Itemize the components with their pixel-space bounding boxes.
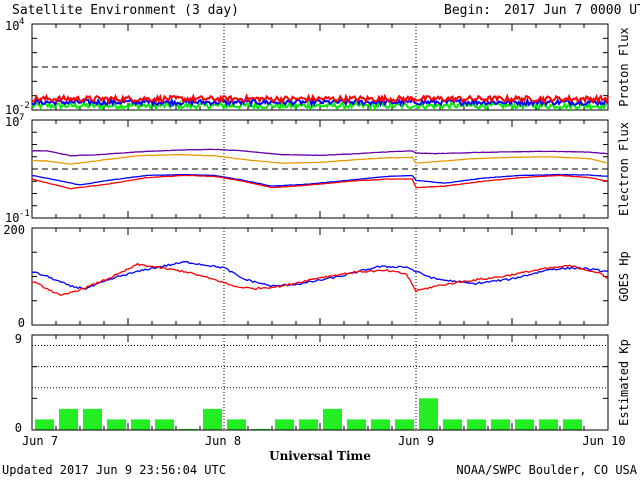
hp-axis-title: GOES Hp <box>617 251 631 302</box>
kp-bar <box>563 419 582 430</box>
proton-y-tick-label-exp: -2 <box>19 101 30 111</box>
electron-y-tick-label-exp: -1 <box>19 209 30 219</box>
kp-bar <box>155 419 174 430</box>
kp-bar <box>275 419 294 430</box>
electron-series-red <box>31 174 609 190</box>
proton-y-tick-label-base: 10 <box>5 103 19 117</box>
kp-bar <box>419 398 438 430</box>
kp-bar <box>131 419 150 430</box>
kp-y-tick-label-max: 9 <box>15 332 22 346</box>
kp-bar <box>107 419 126 430</box>
kp-bar <box>395 419 414 430</box>
kp-bar <box>35 419 54 430</box>
electron-y-tick-label-exp: 7 <box>19 113 24 123</box>
electron-axis-title: Electron Flux <box>617 122 631 216</box>
electron-series-blue <box>31 173 609 187</box>
proton-y-tick-label-exp: 4 <box>19 17 24 27</box>
kp-bar <box>371 419 390 430</box>
kp-bar <box>539 419 558 430</box>
proton-axis-title: Proton Flux <box>617 27 631 106</box>
kp-axis-title: Estimated Kp <box>617 339 631 426</box>
hp-y-tick-label-min: 0 <box>18 316 25 330</box>
chart-title: Satellite Environment (3 day) <box>12 3 239 18</box>
kp-bar <box>299 419 318 430</box>
kp-bar <box>443 419 462 430</box>
x-tick-label: Jun 7 <box>22 434 58 448</box>
x-tick-label: Jun 9 <box>398 434 434 448</box>
kp-bar <box>323 408 342 430</box>
updated-timestamp: Updated 2017 Jun 9 23:56:04 UTC <box>2 463 226 477</box>
kp-bar <box>251 428 270 430</box>
hp-series-blue <box>31 260 609 290</box>
hp-series-red <box>31 262 609 297</box>
electron-y-tick-label-base: 10 <box>5 211 19 225</box>
proton-y-tick-label-base: 10 <box>5 19 19 33</box>
hp-y-tick-label-max: 200 <box>3 223 25 237</box>
electron-panel-frame <box>31 119 609 219</box>
kp-bar <box>467 419 486 430</box>
kp-bar <box>227 419 246 430</box>
electron-series-orange <box>31 153 609 165</box>
kp-bar <box>347 419 366 430</box>
kp-y-tick-label-min: 0 <box>15 421 22 435</box>
begin-label: Begin: <box>444 3 491 18</box>
proton-series-green <box>31 99 609 112</box>
electron-y-tick-label-base: 10 <box>5 115 19 129</box>
kp-bar <box>515 419 534 430</box>
source-credit: NOAA/SWPC Boulder, CO USA <box>456 463 637 477</box>
proton-series-red <box>31 92 609 106</box>
kp-bar <box>83 408 102 430</box>
kp-panel-frame <box>31 334 609 431</box>
begin-value: 2017 Jun 7 0000 UTC <box>504 3 640 18</box>
kp-bar <box>59 408 78 430</box>
kp-bar <box>203 408 222 430</box>
x-axis-title: Universal Time <box>269 449 371 463</box>
x-tick-label: Jun 10 <box>582 434 625 448</box>
kp-bar <box>491 419 510 430</box>
kp-bar <box>179 428 198 430</box>
electron-series-purple <box>31 148 608 157</box>
x-tick-label: Jun 8 <box>205 434 241 448</box>
